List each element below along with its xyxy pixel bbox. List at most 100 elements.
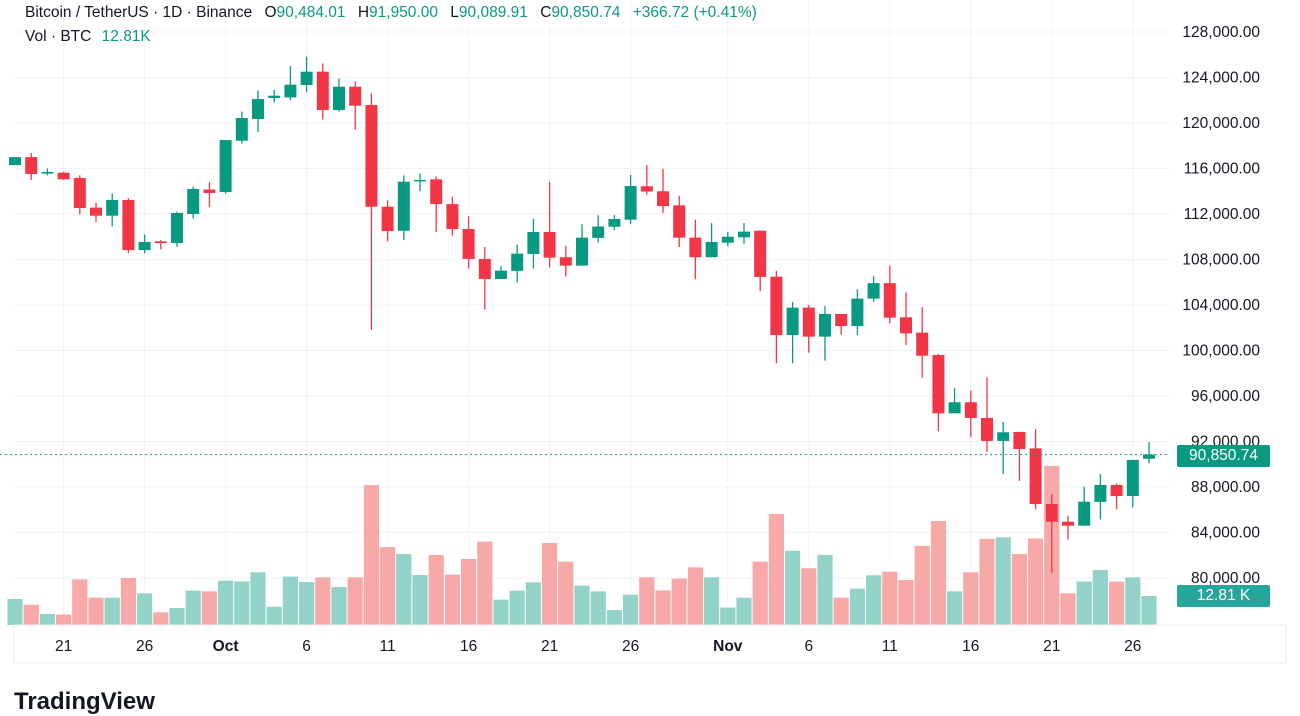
candle[interactable] xyxy=(981,377,993,452)
candle[interactable] xyxy=(349,81,362,130)
candle-body xyxy=(187,188,200,214)
candle[interactable] xyxy=(738,223,750,244)
candle[interactable] xyxy=(1013,431,1026,481)
candle[interactable] xyxy=(592,215,605,243)
candle[interactable] xyxy=(333,78,345,112)
candle[interactable] xyxy=(932,353,945,432)
candle-body xyxy=(819,313,831,337)
x-tick-label: 21 xyxy=(541,638,558,655)
candle[interactable] xyxy=(1094,474,1107,520)
candle[interactable] xyxy=(1078,486,1091,526)
candle[interactable] xyxy=(414,173,426,192)
candle[interactable] xyxy=(851,289,864,336)
candle[interactable] xyxy=(235,111,248,144)
candle[interactable] xyxy=(997,421,1010,474)
candle[interactable] xyxy=(657,168,669,213)
candle[interactable] xyxy=(316,63,329,120)
candle-body xyxy=(300,71,313,86)
candle[interactable] xyxy=(187,186,200,219)
candle[interactable] xyxy=(576,224,588,266)
volume-bar xyxy=(477,541,493,625)
candle[interactable] xyxy=(495,266,507,279)
candle[interactable] xyxy=(57,171,70,180)
candle[interactable] xyxy=(543,181,556,268)
volume-bar xyxy=(963,572,979,625)
time-axis[interactable]: 21 26 Oct 6 11 16 21 26 Nov 6 11 16 21 26 xyxy=(55,638,1141,655)
candle[interactable] xyxy=(559,245,572,277)
x-tick-label: 21 xyxy=(1043,638,1060,655)
volume-bar xyxy=(509,590,525,625)
candle[interactable] xyxy=(284,66,297,101)
volume-legend: Vol · BTC 12.81K xyxy=(25,28,151,46)
candle[interactable] xyxy=(721,232,734,247)
candle[interactable] xyxy=(1110,483,1123,510)
candle[interactable] xyxy=(705,223,718,258)
candle[interactable] xyxy=(819,306,831,361)
candle[interactable] xyxy=(9,157,21,166)
candle-body xyxy=(349,86,362,106)
candle[interactable] xyxy=(786,301,799,364)
candle[interactable] xyxy=(203,182,216,208)
volume-bar xyxy=(493,599,509,625)
candle[interactable] xyxy=(900,292,912,345)
candle[interactable] xyxy=(446,196,459,236)
candle[interactable] xyxy=(106,193,119,227)
candle[interactable] xyxy=(171,211,183,247)
candle[interactable] xyxy=(41,168,54,176)
volume-label[interactable]: Vol · BTC xyxy=(25,28,92,45)
candle[interactable] xyxy=(1143,442,1155,464)
candle[interactable] xyxy=(964,390,977,438)
candle[interactable] xyxy=(430,176,443,233)
candle[interactable] xyxy=(365,93,378,331)
candle-body xyxy=(835,313,848,327)
candle[interactable] xyxy=(802,305,815,353)
candle[interactable] xyxy=(381,200,394,242)
volume-bar xyxy=(39,613,55,625)
candle[interactable] xyxy=(1029,429,1042,510)
candle[interactable] xyxy=(122,198,135,254)
candle[interactable] xyxy=(462,216,475,269)
candle[interactable] xyxy=(624,174,637,225)
candle[interactable] xyxy=(673,195,686,247)
candle[interactable] xyxy=(219,140,232,194)
candle[interactable] xyxy=(252,90,264,133)
candle[interactable] xyxy=(511,244,524,283)
candle[interactable] xyxy=(948,388,961,414)
candle[interactable] xyxy=(1062,515,1074,540)
candle[interactable] xyxy=(138,234,151,254)
candle[interactable] xyxy=(478,246,491,310)
candle[interactable] xyxy=(883,265,896,324)
candle[interactable] xyxy=(1045,493,1058,573)
volume-bar xyxy=(234,581,250,625)
candle[interactable] xyxy=(835,313,848,335)
tradingview-logo[interactable]: TradingView xyxy=(14,688,155,715)
volume-bar xyxy=(1011,554,1027,625)
volume-bar xyxy=(866,575,882,625)
candlestick-chart[interactable]: 80,000.0084,000.0088,000.0092,000.0096,0… xyxy=(0,0,1300,700)
candle[interactable] xyxy=(300,56,313,93)
candle[interactable] xyxy=(268,90,281,103)
candle-body xyxy=(511,253,524,271)
symbol-title[interactable]: Bitcoin / TetherUS · 1D · Binance xyxy=(25,4,253,21)
candle[interactable] xyxy=(754,230,767,292)
candle[interactable] xyxy=(90,202,102,222)
candle-body xyxy=(689,237,702,258)
candle[interactable] xyxy=(397,175,410,241)
candle[interactable] xyxy=(527,218,540,269)
volume-bar xyxy=(380,547,396,625)
candle[interactable] xyxy=(73,175,86,215)
candle[interactable] xyxy=(608,215,621,231)
candle[interactable] xyxy=(916,307,929,378)
candle[interactable] xyxy=(154,240,167,250)
candle[interactable] xyxy=(689,219,702,280)
open-label: O xyxy=(264,4,277,21)
candle[interactable] xyxy=(640,165,653,195)
candle[interactable] xyxy=(25,153,38,180)
price-axis[interactable]: 80,000.0084,000.0088,000.0092,000.0096,0… xyxy=(1182,24,1260,587)
candle-body xyxy=(90,207,102,216)
candle[interactable] xyxy=(867,276,880,302)
volume-bar xyxy=(671,578,687,625)
candle[interactable] xyxy=(770,270,783,364)
candle[interactable] xyxy=(1126,459,1139,508)
volume-bar xyxy=(315,577,331,625)
